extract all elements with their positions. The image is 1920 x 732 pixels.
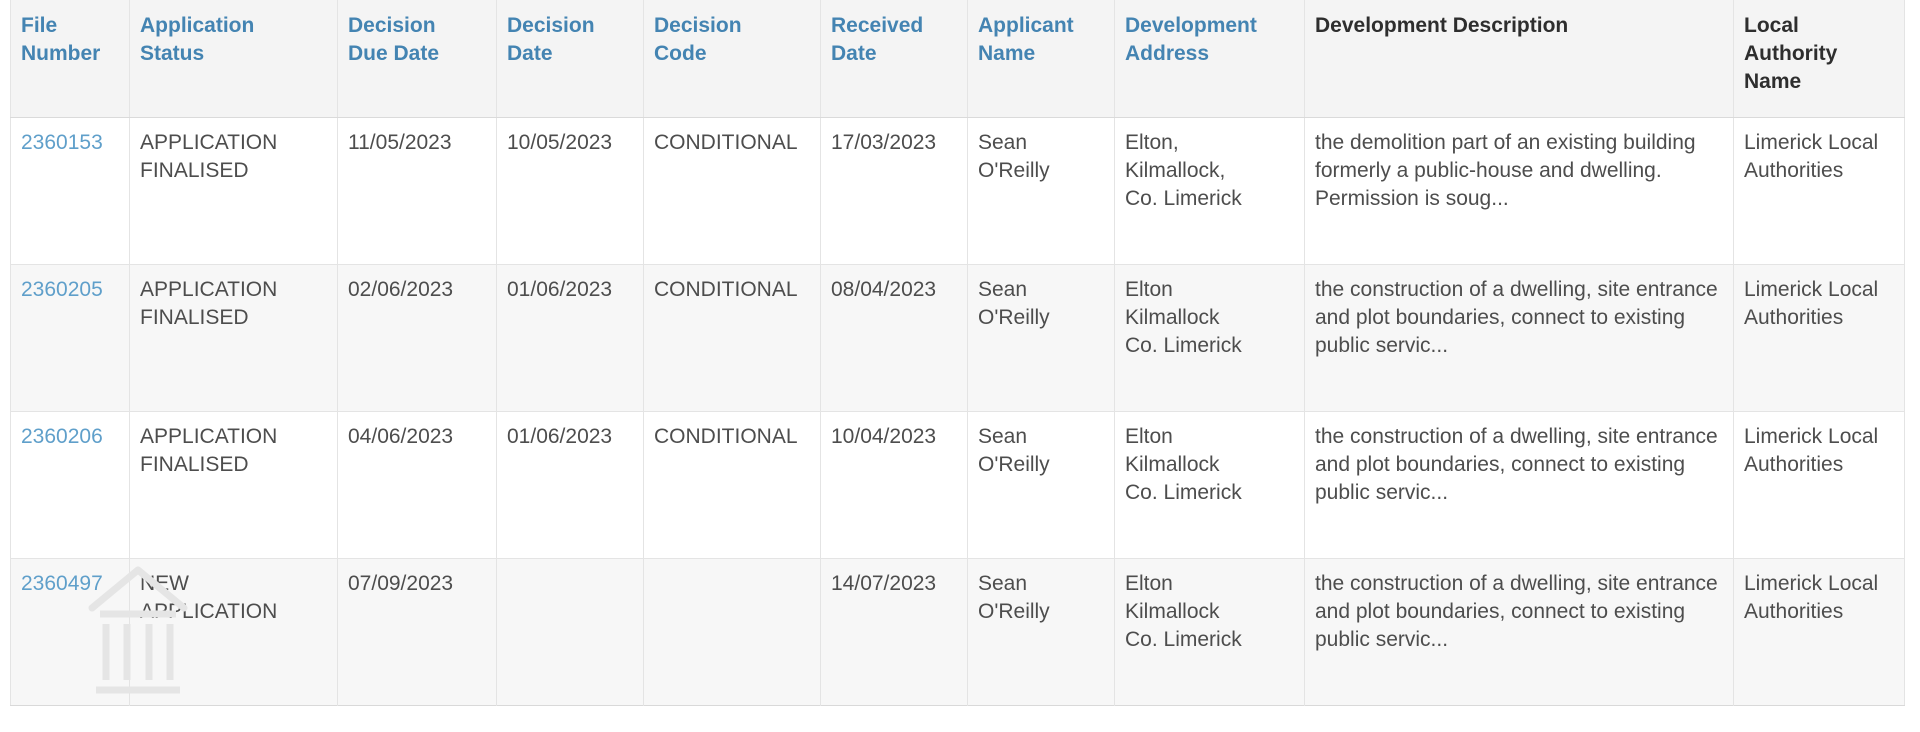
cell-decision-date: 10/05/2023 — [496, 116, 644, 264]
cell-decision-due-date: 11/05/2023 — [337, 116, 497, 264]
cell-received-date: 08/04/2023 — [820, 263, 968, 411]
cell-application-status: NEW APPLICATION — [129, 557, 338, 705]
cell-applicant-name: Sean O'Reilly — [967, 410, 1115, 558]
file-number-link[interactable]: 2360153 — [21, 130, 103, 154]
column-header-decision-code[interactable]: Decision Code — [643, 0, 821, 118]
column-header-development-description: Development Description — [1304, 0, 1734, 118]
cell-development-address: Elton Kilmallock Co. Limerick — [1114, 557, 1305, 705]
column-header-local-authority-name: Local Authority Name — [1733, 0, 1905, 118]
column-header-file-number[interactable]: File Number — [10, 0, 130, 118]
cell-file-number: 2360205 — [10, 263, 130, 411]
column-header-development-address[interactable]: Development Address — [1114, 0, 1305, 118]
cell-decision-code: CONDITIONAL — [643, 116, 821, 264]
planning-applications-table: File Number Application Status Decision … — [10, 0, 1905, 706]
cell-decision-code: CONDITIONAL — [643, 263, 821, 411]
cell-applicant-name: Sean O'Reilly — [967, 557, 1115, 705]
cell-decision-due-date: 02/06/2023 — [337, 263, 497, 411]
cell-development-address: Elton Kilmallock Co. Limerick — [1114, 263, 1305, 411]
column-header-decision-date[interactable]: Decision Date — [496, 0, 644, 118]
cell-applicant-name: Sean O'Reilly — [967, 263, 1115, 411]
cell-decision-due-date: 07/09/2023 — [337, 557, 497, 705]
cell-local-authority-name: Limerick Local Authorities — [1733, 116, 1905, 264]
column-header-applicant-name[interactable]: Applicant Name — [967, 0, 1115, 118]
cell-received-date: 10/04/2023 — [820, 410, 968, 558]
cell-local-authority-name: Limerick Local Authorities — [1733, 410, 1905, 558]
cell-file-number: 2360497 — [10, 557, 130, 705]
cell-application-status: APPLICATION FINALISED — [129, 116, 338, 264]
cell-development-description: the construction of a dwelling, site ent… — [1304, 410, 1734, 558]
column-header-received-date[interactable]: Received Date — [820, 0, 968, 118]
table-row: 2360153 APPLICATION FINALISED 11/05/2023… — [10, 116, 1905, 264]
header-row: File Number Application Status Decision … — [10, 0, 1905, 118]
file-number-link[interactable]: 2360206 — [21, 424, 103, 448]
column-header-decision-due-date[interactable]: Decision Due Date — [337, 0, 497, 118]
table-row: 2360497 NEW APPLICATION 07/09/2023 14/07… — [10, 557, 1905, 705]
cell-development-address: Elton, Kilmallock, Co. Limerick — [1114, 116, 1305, 264]
table-header: File Number Application Status Decision … — [10, 0, 1905, 118]
table-body: 2360153 APPLICATION FINALISED 11/05/2023… — [10, 116, 1905, 705]
cell-development-description: the construction of a dwelling, site ent… — [1304, 557, 1734, 705]
cell-file-number: 2360153 — [10, 116, 130, 264]
cell-applicant-name: Sean O'Reilly — [967, 116, 1115, 264]
cell-decision-date — [496, 557, 644, 705]
table-row: 2360206 APPLICATION FINALISED 04/06/2023… — [10, 410, 1905, 558]
cell-local-authority-name: Limerick Local Authorities — [1733, 557, 1905, 705]
file-number-link[interactable]: 2360497 — [21, 571, 103, 595]
cell-received-date: 14/07/2023 — [820, 557, 968, 705]
cell-application-status: APPLICATION FINALISED — [129, 263, 338, 411]
file-number-link[interactable]: 2360205 — [21, 277, 103, 301]
cell-local-authority-name: Limerick Local Authorities — [1733, 263, 1905, 411]
cell-decision-due-date: 04/06/2023 — [337, 410, 497, 558]
column-header-application-status[interactable]: Application Status — [129, 0, 338, 118]
cell-development-description: the construction of a dwelling, site ent… — [1304, 263, 1734, 411]
table-row: 2360205 APPLICATION FINALISED 02/06/2023… — [10, 263, 1905, 411]
cell-received-date: 17/03/2023 — [820, 116, 968, 264]
cell-decision-code — [643, 557, 821, 705]
cell-development-description: the demolition part of an existing build… — [1304, 116, 1734, 264]
cell-decision-date: 01/06/2023 — [496, 263, 644, 411]
cell-decision-date: 01/06/2023 — [496, 410, 644, 558]
cell-file-number: 2360206 — [10, 410, 130, 558]
cell-development-address: Elton Kilmallock Co. Limerick — [1114, 410, 1305, 558]
cell-application-status: APPLICATION FINALISED — [129, 410, 338, 558]
cell-decision-code: CONDITIONAL — [643, 410, 821, 558]
